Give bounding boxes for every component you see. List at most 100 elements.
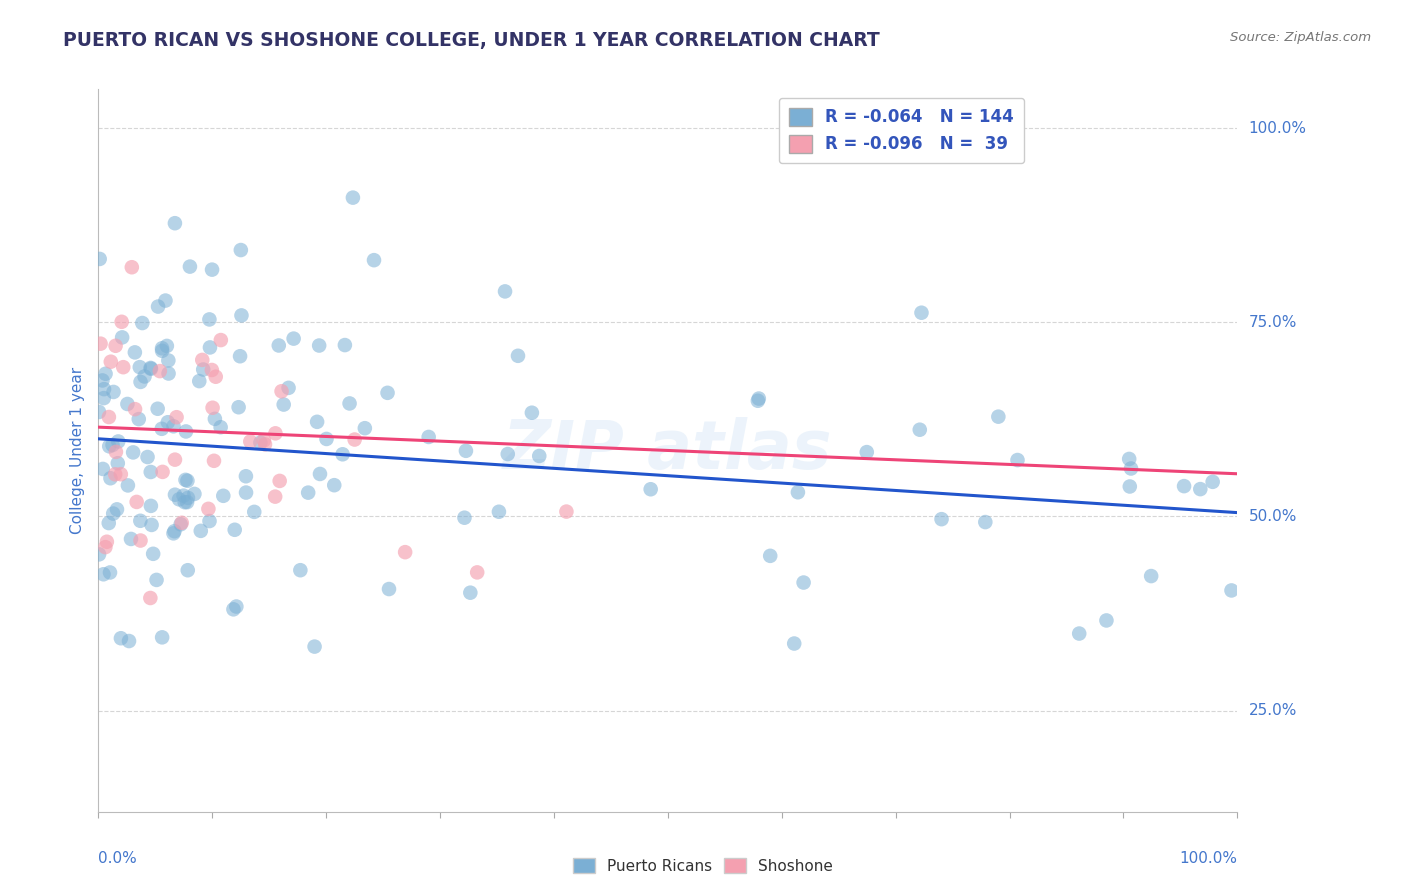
Point (145, 573, 167, 587)
Point (267, 338, 290, 352)
Point (1189, 482, 1212, 496)
Point (264, 490, 287, 504)
Point (520, 406, 543, 420)
Point (201, 401, 224, 415)
Point (465, 566, 488, 580)
Point (1119, 461, 1142, 475)
Point (229, 243, 252, 257)
Point (162, 526, 184, 541)
Point (174, 425, 197, 439)
Text: 100.0%: 100.0% (1180, 851, 1237, 865)
Point (107, 434, 129, 449)
Point (162, 419, 184, 434)
Legend: Puerto Ricans, Shoshone: Puerto Ricans, Shoshone (567, 852, 839, 880)
Point (128, 360, 150, 375)
Point (307, 415, 329, 429)
Point (103, 384, 125, 399)
Point (91, 462, 114, 476)
Point (270, 384, 292, 399)
Point (111, 330, 134, 344)
Point (1201, 475, 1223, 489)
Point (131, 316, 153, 330)
Point (157, 353, 180, 368)
Point (173, 495, 195, 509)
Point (117, 478, 139, 492)
Point (910, 306, 932, 320)
Point (204, 412, 226, 426)
Point (253, 434, 276, 448)
Point (139, 465, 162, 479)
Point (93, 567, 115, 582)
Point (342, 191, 364, 205)
Point (139, 360, 162, 375)
Point (333, 338, 356, 352)
Point (163, 452, 186, 467)
Point (323, 478, 346, 492)
Point (640, 482, 662, 496)
Point (783, 636, 806, 650)
Point (173, 489, 195, 503)
Point (124, 345, 146, 359)
Point (243, 505, 266, 519)
Text: PUERTO RICAN VS SHOSHONE COLLEGE, UNDER 1 YEAR CORRELATION CHART: PUERTO RICAN VS SHOSHONE COLLEGE, UNDER … (63, 31, 880, 50)
Point (177, 563, 200, 577)
Point (235, 485, 257, 500)
Point (122, 445, 145, 459)
Point (202, 454, 225, 468)
Point (264, 426, 287, 441)
Point (129, 375, 152, 389)
Point (146, 300, 169, 314)
Point (97, 410, 120, 425)
Point (166, 410, 188, 425)
Point (229, 349, 252, 363)
Point (235, 469, 257, 483)
Point (253, 437, 276, 451)
Point (974, 515, 997, 529)
Point (89, 252, 111, 266)
Point (488, 505, 510, 519)
Text: 100.0%: 100.0% (1249, 120, 1306, 136)
Point (124, 402, 146, 417)
Point (496, 447, 519, 461)
Text: 25.0%: 25.0% (1249, 703, 1296, 718)
Point (308, 338, 330, 352)
Point (139, 361, 162, 376)
Point (128, 412, 150, 426)
Point (224, 523, 246, 537)
Text: Source: ZipAtlas.com: Source: ZipAtlas.com (1230, 31, 1371, 45)
Point (855, 445, 877, 459)
Point (297, 485, 319, 500)
Point (460, 585, 482, 599)
Point (94, 540, 117, 554)
Point (93, 391, 115, 405)
Point (394, 545, 416, 559)
Point (418, 430, 440, 444)
Point (190, 524, 212, 538)
Point (87, 405, 110, 419)
Point (100, 355, 122, 369)
Text: 75.0%: 75.0% (1249, 315, 1296, 330)
Point (104, 445, 127, 459)
Point (104, 339, 127, 353)
Point (174, 473, 197, 487)
Point (183, 487, 205, 501)
Point (231, 309, 253, 323)
Point (198, 340, 221, 354)
Point (506, 349, 529, 363)
Point (201, 262, 224, 277)
Point (100, 471, 122, 485)
Point (212, 489, 235, 503)
Point (269, 474, 291, 488)
Text: ZIP atlas: ZIP atlas (503, 417, 832, 483)
Point (94, 367, 117, 381)
Point (117, 397, 139, 411)
Point (793, 575, 815, 590)
Point (96, 534, 118, 549)
Point (987, 409, 1010, 424)
Y-axis label: College, Under 1 year: College, Under 1 year (70, 367, 86, 534)
Point (97, 516, 120, 530)
Point (139, 499, 162, 513)
Point (353, 421, 375, 435)
Point (110, 467, 132, 482)
Point (101, 438, 124, 452)
